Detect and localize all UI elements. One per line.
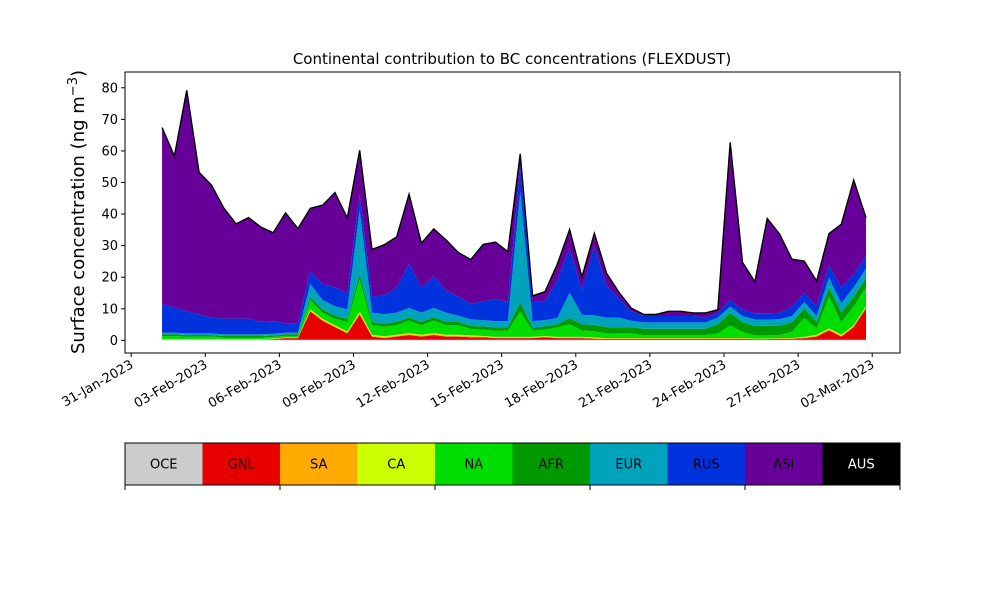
legend-label-aus: AUS (848, 458, 875, 473)
legend-swatch-oce (125, 443, 203, 485)
y-tick-label: 30 (101, 239, 118, 254)
legend-swatch-aus (822, 443, 901, 485)
x-tick-label: 27-Feb-2023 (725, 357, 804, 411)
legend-frame (124, 442, 901, 486)
legend-label-sa: SA (310, 458, 327, 473)
area-oce (162, 339, 867, 341)
chart-title: Continental contribution to BC concentra… (293, 50, 731, 68)
legend-swatch-na (435, 443, 513, 485)
x-tick-label: 03-Feb-2023 (132, 357, 211, 411)
total-outline (161, 90, 867, 316)
x-tick-label: 02-Mar-2023 (798, 357, 877, 411)
area-eur (162, 191, 867, 336)
legend-swatch-ca (357, 443, 436, 485)
x-tick-label: 18-Feb-2023 (502, 357, 581, 411)
y-tick-label: 70 (101, 113, 118, 128)
y-tick-label: 10 (101, 302, 118, 317)
stacked-areas (162, 90, 867, 341)
y-tick-label: 60 (101, 144, 118, 159)
legend-label-na: NA (464, 458, 483, 473)
x-axis: 31-Jan-202303-Feb-202306-Feb-202309-Feb-… (60, 353, 877, 412)
legend-swatch-asi (745, 443, 823, 485)
x-tick-label: 09-Feb-2023 (280, 357, 359, 411)
y-tick-label: 50 (101, 176, 118, 191)
plot-frame (124, 71, 901, 354)
legend-colorbar: OCE GNL SA CA NA AFR EUR RUS ASI AUS (124, 442, 901, 490)
area-rus (162, 166, 867, 335)
area-gnl (162, 308, 867, 340)
legend-swatch-eur (590, 443, 668, 485)
legend-label-asi: ASI (773, 458, 794, 473)
x-tick-label: 21-Feb-2023 (576, 357, 655, 411)
y-axis: 0 10 20 30 40 50 60 70 80 (101, 81, 125, 349)
y-tick-label: 80 (101, 81, 118, 96)
legend-label-oce: OCE (150, 458, 178, 473)
legend-swatch-rus (667, 443, 746, 485)
y-tick-label: 20 (101, 271, 118, 286)
legend-swatch-sa (280, 443, 358, 485)
x-tick-label: 12-Feb-2023 (354, 357, 433, 411)
legend-label-ca: CA (387, 458, 405, 473)
legend-swatch-afr (512, 443, 591, 485)
legend-swatch-gnl (202, 443, 281, 485)
legend-label-rus: RUS (693, 458, 720, 473)
x-tick-label: 31-Jan-2023 (60, 357, 137, 410)
legend-label-gnl: GNL (228, 458, 256, 473)
legend-label-eur: EUR (615, 458, 642, 473)
y-tick-label: 40 (101, 208, 118, 223)
legend-label-afr: AFR (539, 458, 564, 473)
y-axis-label: Surface concentration (ng m−3) (66, 70, 90, 354)
x-tick-label: 24-Feb-2023 (650, 357, 729, 411)
x-tick-label: 15-Feb-2023 (428, 357, 507, 411)
x-tick-label: 06-Feb-2023 (206, 357, 285, 411)
area-na (162, 279, 867, 340)
y-tick-label: 0 (110, 334, 118, 349)
